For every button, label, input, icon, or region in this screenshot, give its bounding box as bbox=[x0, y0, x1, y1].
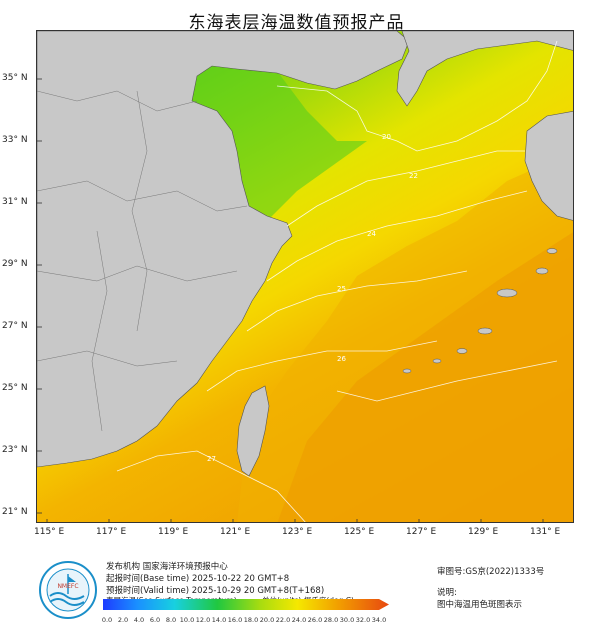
lat-label: 25° N bbox=[2, 383, 28, 393]
lon-label: 129° E bbox=[468, 527, 499, 537]
lat-label: 31° N bbox=[2, 197, 28, 207]
colorbar-tick-label: 30.0 bbox=[339, 616, 355, 624]
sst-map-canvas: 20 22 24 25 26 27 bbox=[37, 31, 573, 522]
note-text: 图中海温用色斑图表示 bbox=[437, 600, 523, 610]
sst-contours bbox=[116, 40, 558, 522]
lon-label: 119° E bbox=[158, 527, 189, 537]
nmefc-logo: NMEFC bbox=[39, 561, 97, 619]
colorbar-tick-label: 6.0 bbox=[149, 616, 161, 624]
contour-label: 22 bbox=[409, 172, 418, 180]
colorbar-ticks: 0.0 2.0 4.0 6.0 8.0 10.0 12.0 14.0 16.0 18.0 20.0 2… bbox=[101, 616, 393, 626]
base-time-text: 起报时间(Base time) 2025-10-22 20 GMT+8 bbox=[106, 574, 290, 584]
open-ocean-warm-water bbox=[277, 232, 573, 522]
lon-label: 115° E bbox=[34, 527, 65, 537]
colorbar-tick-label: 18.0 bbox=[243, 616, 259, 624]
taiwan bbox=[236, 385, 270, 477]
lon-label: 127° E bbox=[406, 527, 437, 537]
lat-label: 35° N bbox=[2, 73, 28, 83]
colorbar-tick-label: 4.0 bbox=[133, 616, 145, 624]
korea-peninsula bbox=[396, 31, 573, 107]
colorbar-tick-label: 20.0 bbox=[259, 616, 275, 624]
logo-text: NMEFC bbox=[57, 583, 78, 590]
lat-label: 29° N bbox=[2, 259, 28, 269]
contour-label: 25 bbox=[337, 285, 346, 293]
colorbar-tick-label: 0.0 bbox=[101, 616, 113, 624]
colorbar-tick-label: 34.0 bbox=[371, 616, 387, 624]
lat-label: 27° N bbox=[2, 321, 28, 331]
contour-label: 26 bbox=[337, 355, 346, 363]
lon-label: 131° E bbox=[530, 527, 561, 537]
colorbar-tick-label: 28.0 bbox=[323, 616, 339, 624]
kyushu bbox=[524, 111, 573, 221]
colorbar-tick-label: 8.0 bbox=[165, 616, 177, 624]
lon-label: 121° E bbox=[220, 527, 251, 537]
colorbar-fill bbox=[103, 599, 389, 610]
colorbar-tick-label: 16.0 bbox=[227, 616, 243, 624]
publisher-text: 发布机构 国家海洋环境预报中心 bbox=[106, 562, 228, 572]
valid-time-text: 预报时间(Valid time) 2025-10-29 20 GMT+8(T+1… bbox=[106, 586, 325, 596]
colorbar-tick-label: 32.0 bbox=[355, 616, 371, 624]
colorbar-tick-label: 2.0 bbox=[117, 616, 129, 624]
lat-label: 21° N bbox=[2, 507, 28, 517]
contour-label: 20 bbox=[382, 133, 391, 141]
province-borders bbox=[37, 90, 248, 432]
colorbar-tick-label: 22.0 bbox=[275, 616, 291, 624]
ryukyu-islands bbox=[402, 248, 558, 374]
colorbar-tick-label: 24.0 bbox=[291, 616, 307, 624]
colorbar-tick-label: 12.0 bbox=[195, 616, 211, 624]
contour-label: 24 bbox=[367, 230, 376, 238]
lat-label: 33° N bbox=[2, 135, 28, 145]
map-ticks bbox=[37, 78, 544, 522]
colorbar bbox=[103, 599, 389, 610]
review-number: 审图号:GS京(2022)1333号 bbox=[437, 567, 545, 577]
page-title: 东海表层海温数值预报产品 bbox=[188, 13, 405, 33]
colorbar-tick-label: 14.0 bbox=[211, 616, 227, 624]
sst-map: 20 22 24 25 26 27 bbox=[36, 30, 574, 523]
colorbar-tick-label: 26.0 bbox=[307, 616, 323, 624]
colorbar-tick-label: 10.0 bbox=[179, 616, 195, 624]
note-title: 说明: bbox=[437, 588, 457, 598]
mainland-china bbox=[37, 31, 410, 468]
lon-label: 123° E bbox=[282, 527, 313, 537]
contour-labels: 20 22 24 25 26 27 bbox=[207, 133, 418, 463]
lon-label: 125° E bbox=[344, 527, 375, 537]
lat-label: 23° N bbox=[2, 445, 28, 455]
lon-label: 117° E bbox=[96, 527, 127, 537]
contour-label: 27 bbox=[207, 455, 216, 463]
